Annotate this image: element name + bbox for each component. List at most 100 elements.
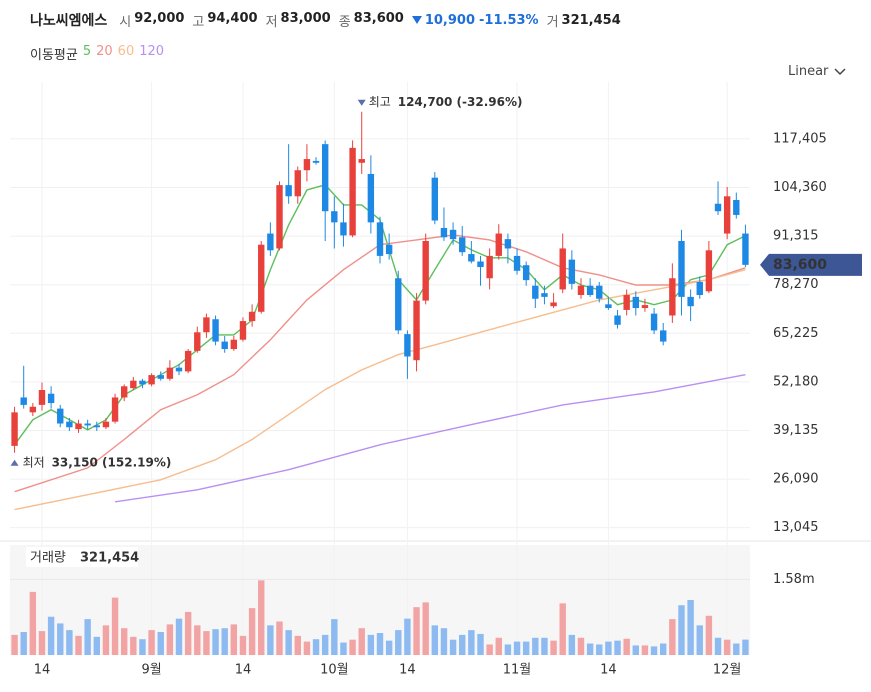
volume-bar: [239, 635, 247, 655]
ma-line: [114, 374, 746, 503]
x-tick-label: 11월: [503, 663, 532, 678]
volume-bar: [586, 643, 594, 655]
ma-line: [14, 234, 746, 493]
candle-body: [696, 281, 703, 296]
low-marker: [10, 459, 19, 466]
volume-bar: [495, 637, 502, 655]
price-stats: 시 92,000 고 94,400 저 83,000 종 83,600: [119, 11, 412, 30]
volume-bar: [696, 625, 703, 655]
volume-bar: [230, 624, 238, 655]
candle-body: [20, 397, 27, 405]
y-tick-label: 13,045: [773, 520, 819, 535]
candle-body: [641, 305, 649, 309]
candle-body: [321, 144, 329, 212]
candle-body: [431, 177, 439, 221]
volume-bar: [258, 580, 265, 655]
candle-body: [504, 239, 512, 249]
candle-body: [102, 421, 110, 428]
volume-bar: [84, 619, 91, 655]
candle-body: [559, 248, 566, 290]
candle-body: [57, 408, 64, 424]
volume-bar: [57, 623, 64, 655]
candle-body: [349, 147, 356, 236]
candle-body: [303, 159, 311, 171]
scale-dropdown[interactable]: Linear: [788, 64, 846, 79]
x-tick-label: 10월: [320, 663, 349, 678]
volume-bar: [66, 630, 73, 655]
candle-body: [285, 185, 292, 197]
volume-bar: [459, 634, 466, 655]
volume-bar: [723, 639, 731, 655]
candle-body: [93, 425, 100, 428]
candle-body: [120, 386, 128, 398]
volume-bar: [139, 639, 146, 655]
low-label: 33,150 (152.19%): [52, 455, 172, 469]
volume-stat-value: 321,454: [561, 12, 621, 28]
candle-body: [687, 296, 694, 307]
candle-body: [376, 222, 384, 256]
ma-legend-item: 120: [139, 44, 165, 59]
volume-bar: [641, 645, 649, 655]
candle-body: [29, 406, 37, 413]
volume-bar: [285, 630, 292, 655]
candle-body: [632, 296, 640, 309]
volume-bar: [577, 637, 585, 655]
volume-stat-label: 거: [546, 14, 559, 30]
volume-bar: [449, 639, 457, 655]
volume-bar: [550, 640, 557, 655]
candle-body: [605, 304, 612, 309]
volume-bar: [102, 625, 110, 655]
candle-body: [331, 211, 338, 223]
volume-bar: [660, 643, 667, 655]
volume-bar: [221, 628, 228, 655]
candle-body: [742, 233, 749, 265]
volume-bar: [303, 641, 311, 655]
x-tick-label: 14: [34, 663, 51, 678]
volume-bar: [120, 628, 128, 655]
candle-body: [175, 367, 183, 372]
candle-body: [221, 341, 228, 350]
volume-bar: [376, 633, 384, 655]
candle-body: [130, 380, 137, 389]
ma-legend-item: 5: [82, 44, 92, 59]
volume-bar: [184, 611, 192, 655]
volume-bar: [276, 621, 283, 655]
candle-body: [614, 315, 621, 325]
candle-body: [38, 390, 46, 405]
volume-bar: [194, 625, 201, 655]
candle-body: [340, 222, 347, 236]
candle-body: [47, 393, 55, 404]
candle-body: [550, 302, 557, 307]
scale-label: Linear: [788, 64, 829, 79]
stock-name: 나노씨엠에스: [30, 13, 108, 29]
y-tick-label: 52,180: [773, 374, 819, 389]
ma-legend-title: 이동평균: [30, 48, 78, 63]
volume-bar: [468, 630, 475, 655]
candle-body: [440, 227, 448, 238]
volume-bar: [413, 607, 420, 655]
candle-body: [568, 259, 576, 284]
candle-body: [358, 159, 365, 163]
volume-bar: [203, 631, 210, 655]
volume-bar: [650, 646, 658, 655]
volume-bar: [93, 636, 100, 655]
volume-bar: [20, 632, 27, 655]
candle-body: [294, 170, 301, 197]
volume-bar: [29, 591, 37, 655]
volume-bar: [404, 618, 411, 655]
volume-bar: [212, 629, 219, 655]
candle-body: [84, 423, 91, 426]
volume-bar: [349, 639, 356, 655]
volume-bar: [395, 630, 402, 655]
candle-body: [157, 375, 164, 379]
candle-body: [586, 285, 594, 296]
candle-body: [203, 317, 210, 333]
volume-bar: [331, 619, 338, 655]
volume-bar: [632, 645, 640, 655]
volume-bar: [705, 615, 713, 655]
volume-bar: [175, 618, 183, 655]
y-tick-label: 26,090: [773, 472, 819, 487]
candle-body: [148, 375, 155, 385]
volume-bar: [596, 644, 603, 655]
high-marker: [357, 99, 366, 106]
